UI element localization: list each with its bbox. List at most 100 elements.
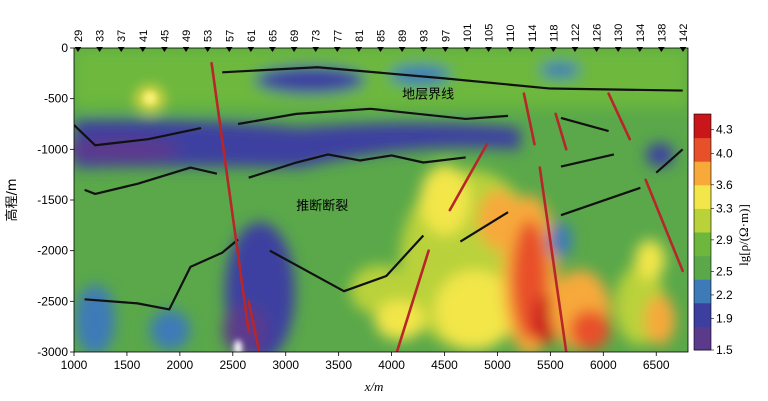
station-marker-77 <box>334 47 341 52</box>
y-tick-label--1000: -1000 <box>37 142 68 156</box>
station-marker-93 <box>420 47 427 52</box>
station-label-114: 114 <box>527 24 539 42</box>
station-marker-45 <box>161 47 168 52</box>
station-marker-85 <box>377 47 384 52</box>
colorbar-frame <box>693 113 712 351</box>
fault-lines <box>210 61 685 352</box>
fault-line-8 <box>644 178 685 273</box>
station-marker-69 <box>290 47 298 52</box>
station-label-97: 97 <box>440 30 452 42</box>
fault-line-1 <box>247 300 261 352</box>
station-label-61: 61 <box>246 30 258 42</box>
x-tick-label-5500: 5500 <box>537 358 564 372</box>
station-marker-134 <box>636 47 643 52</box>
fault-line-2 <box>395 249 430 352</box>
x-tick-label-1500: 1500 <box>114 358 141 372</box>
stratum-line-3 <box>560 116 609 133</box>
station-marker-61 <box>247 47 255 52</box>
station-label-53: 53 <box>203 30 215 42</box>
x-tick-label-6000: 6000 <box>590 358 617 372</box>
colorbar-tick-label-3.6: 3.6 <box>716 178 733 192</box>
y-tick-label-0: 0 <box>61 41 68 55</box>
y-tick-label--500: -500 <box>44 92 68 106</box>
stratum-line-2 <box>237 107 509 126</box>
station-label-85: 85 <box>376 30 388 42</box>
x-axis: 1000 1500 2000 2500 3000 3500 4000 4500 5000 5500… <box>61 352 670 372</box>
station-label-130: 130 <box>613 24 625 42</box>
colorbar-title: lg[ρ/(Ω·m)] <box>736 204 751 266</box>
x-tick-label-1000: 1000 <box>61 358 88 372</box>
stratum-line-10 <box>269 234 425 293</box>
fault-line-0 <box>210 61 250 334</box>
stratum-line-11 <box>459 211 509 243</box>
station-label-45: 45 <box>159 30 171 42</box>
station-marker-37 <box>118 47 125 52</box>
station-markers: 29 33 37 41 45 49 53 57 61 65 69 73 77 81 85 89 93 97 101 1… <box>73 24 690 52</box>
stratum-line-4 <box>84 166 218 196</box>
station-label-49: 49 <box>181 30 193 42</box>
stratum-line-6 <box>560 153 615 168</box>
station-label-33: 33 <box>95 30 107 42</box>
station-label-29: 29 <box>73 30 85 42</box>
x-tick-label-4000: 4000 <box>378 358 405 372</box>
colorbar-tick-label-4: 4.0 <box>716 146 733 160</box>
colorbar-swatch-4 <box>694 232 711 257</box>
colorbar-swatch-7 <box>694 161 711 186</box>
station-marker-41 <box>139 47 147 52</box>
y-tick-label--2000: -2000 <box>37 244 68 258</box>
colorbar-tick-label-4.3: 4.3 <box>716 123 733 137</box>
y-axis: 0 -500 -1000 -1500 -2000 -2500 -3000 <box>37 41 74 359</box>
station-label-93: 93 <box>419 30 431 42</box>
stratum-line-1 <box>74 124 202 147</box>
x-tick-label-6500: 6500 <box>643 358 670 372</box>
station-marker-105 <box>485 47 492 52</box>
station-label-73: 73 <box>311 30 323 42</box>
stratum-line-9 <box>84 238 239 311</box>
colorbar-swatch-1 <box>694 302 711 327</box>
station-marker-114 <box>528 47 535 52</box>
station-marker-65 <box>269 47 276 52</box>
x-axis-title: x/m <box>364 379 384 394</box>
colorbar-swatch-5 <box>694 208 711 233</box>
colorbar-tick-label-1.9: 1.9 <box>716 312 733 326</box>
station-marker-97 <box>442 47 449 52</box>
station-label-105: 105 <box>484 24 496 42</box>
x-tick-label-4500: 4500 <box>431 358 458 372</box>
colorbar-swatch-2 <box>694 279 711 304</box>
colorbar-swatch-9 <box>694 114 711 139</box>
annotation-0: 地层界线 <box>402 88 454 103</box>
annotation-1: 推断断裂 <box>296 199 348 214</box>
fault-line-6 <box>554 112 568 151</box>
station-label-126: 126 <box>592 24 604 42</box>
station-marker-110 <box>506 47 514 52</box>
x-tick-label-5000: 5000 <box>484 358 511 372</box>
station-marker-81 <box>355 47 363 52</box>
colorbar-tick-label-3.3: 3.3 <box>716 201 733 215</box>
stratum-line-8 <box>655 148 684 174</box>
colorbar-swatch-3 <box>694 255 711 280</box>
heatmap-field <box>74 48 688 352</box>
station-label-101: 101 <box>462 24 474 42</box>
station-marker-122 <box>571 47 579 52</box>
station-label-81: 81 <box>354 30 366 42</box>
y-axis-title: 高程/m <box>4 178 20 221</box>
station-label-118: 118 <box>548 24 560 42</box>
colorbar-tick-label-2.5: 2.5 <box>716 264 733 278</box>
station-label-65: 65 <box>267 30 279 42</box>
colorbar: 4.3 4.0 3.6 3.3 2.9 2.5 2.2 1.9 1.5 <box>693 113 733 357</box>
station-marker-49 <box>182 47 190 52</box>
colorbar-tick-label-2.9: 2.9 <box>716 233 733 247</box>
station-marker-101 <box>463 47 471 52</box>
station-marker-126 <box>593 47 600 52</box>
station-marker-53 <box>204 47 211 52</box>
fault-line-7 <box>607 92 632 141</box>
station-label-122: 122 <box>570 24 582 42</box>
y-tick-label--2500: -2500 <box>37 294 68 308</box>
x-tick-label-3000: 3000 <box>272 358 299 372</box>
station-label-41: 41 <box>138 30 150 42</box>
station-label-89: 89 <box>397 30 409 42</box>
station-marker-89 <box>398 47 406 52</box>
stratum-lines <box>74 66 684 311</box>
station-marker-118 <box>550 47 557 52</box>
